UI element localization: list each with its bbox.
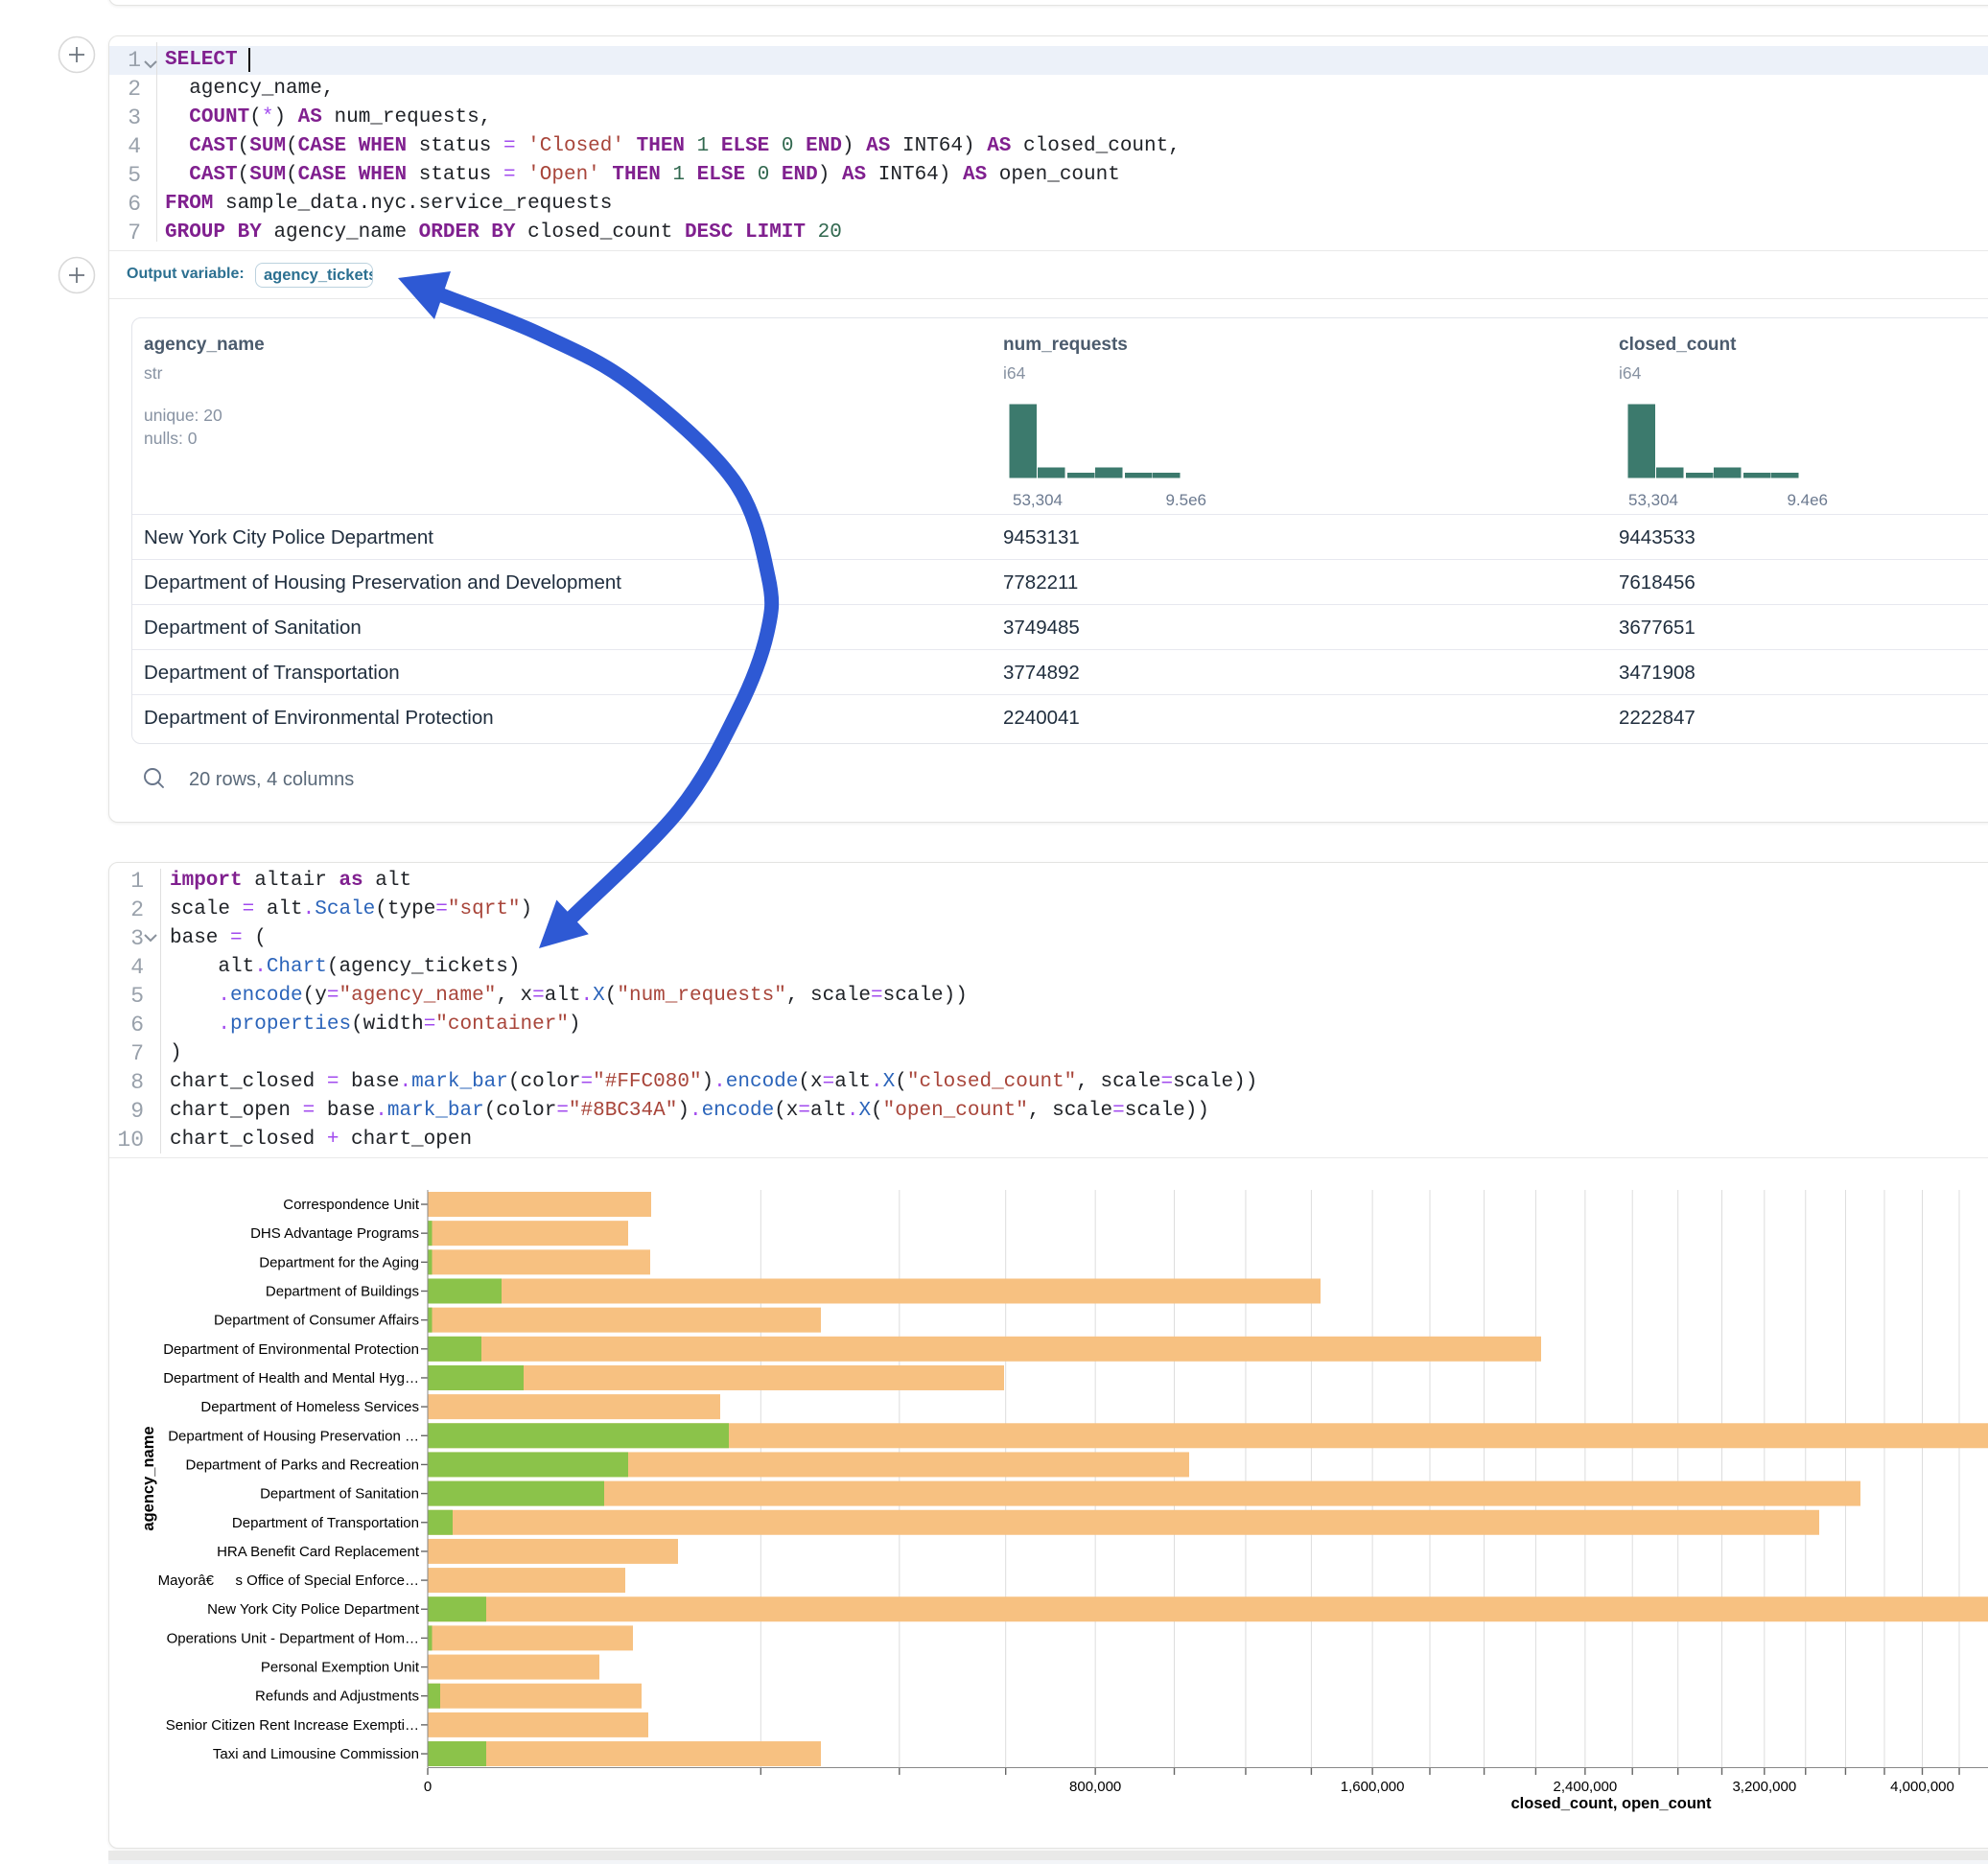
svg-text:800,000: 800,000: [1069, 1779, 1121, 1795]
svg-text:Department of Consumer Affairs: Department of Consumer Affairs: [214, 1313, 419, 1329]
svg-text:Department of Health and Menta: Department of Health and Mental Hyg…: [163, 1370, 419, 1386]
svg-text:Refunds and Adjustments: Refunds and Adjustments: [255, 1689, 419, 1705]
svg-text:Department of Sanitation: Department of Sanitation: [260, 1486, 419, 1503]
svg-text:0: 0: [424, 1779, 432, 1795]
svg-text:Department of Buildings: Department of Buildings: [266, 1283, 419, 1299]
svg-text:Correspondence Unit: Correspondence Unit: [283, 1197, 420, 1213]
svg-text:closed_count, open_count: closed_count, open_count: [1510, 1795, 1712, 1812]
svg-text:HRA Benefit Card Replacement: HRA Benefit Card Replacement: [217, 1544, 420, 1560]
svg-text:Taxi and Limousine Commission: Taxi and Limousine Commission: [213, 1746, 419, 1762]
svg-text:Department of Housing Preserva: Department of Housing Preservation …: [168, 1428, 419, 1444]
svg-text:1,600,000: 1,600,000: [1341, 1779, 1405, 1795]
svg-text:Senior Citizen Rent Increase E: Senior Citizen Rent Increase Exempti…: [166, 1717, 419, 1734]
svg-text:Personal Exemption Unit: Personal Exemption Unit: [261, 1660, 420, 1676]
svg-text:Department for the Aging: Department for the Aging: [259, 1254, 419, 1270]
svg-text:Department of Transportation: Department of Transportation: [232, 1515, 419, 1531]
svg-text:Department of Homeless Service: Department of Homeless Services: [200, 1399, 419, 1415]
svg-text:DHS Advantage Programs: DHS Advantage Programs: [250, 1225, 419, 1242]
svg-text:4,000,000: 4,000,000: [1890, 1779, 1954, 1795]
svg-text:2,400,000: 2,400,000: [1554, 1779, 1618, 1795]
svg-text:agency_name: agency_name: [140, 1426, 157, 1530]
svg-text:Department of Environmental Pr: Department of Environmental Protection: [163, 1341, 419, 1358]
svg-text:New York City Police Departmen: New York City Police Department: [207, 1601, 420, 1618]
svg-text:Mayorâ€ s Office of Special E: Mayorâ€ s Office of Special Enforce…: [158, 1573, 419, 1589]
svg-text:Department of Parks and Recrea: Department of Parks and Recreation: [186, 1456, 419, 1473]
svg-text:3,200,000: 3,200,000: [1732, 1779, 1796, 1795]
svg-text:Operations Unit - Department o: Operations Unit - Department of Hom…: [167, 1630, 419, 1646]
